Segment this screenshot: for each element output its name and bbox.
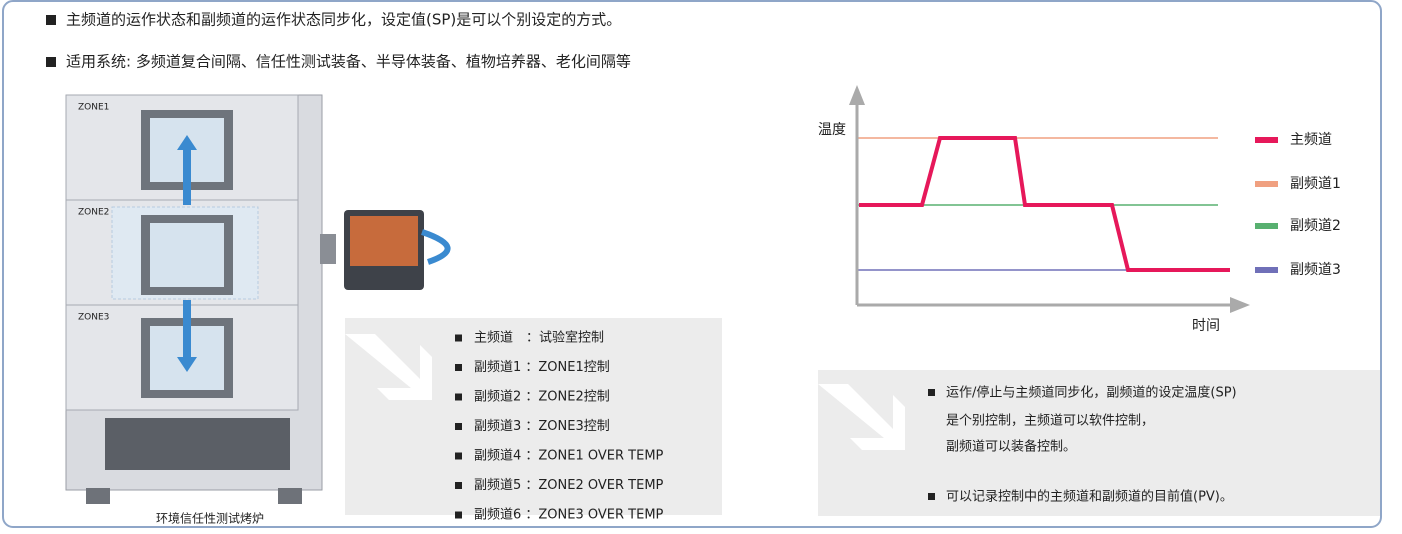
bullet bbox=[46, 57, 56, 67]
bullet bbox=[455, 512, 462, 519]
bullet bbox=[455, 482, 462, 489]
channel-item: 副频道6 ：ZONE3 OVER TEMP bbox=[474, 508, 664, 523]
oven-caption: 环境信任性测试烤炉 bbox=[156, 511, 264, 526]
header-bullet: 主频道的运作状态和副频道的运作状态同步化，设定值(SP)是可以个别设定的方式。 bbox=[66, 11, 621, 29]
bullet bbox=[455, 453, 462, 460]
note: 是个别控制，主频道可以软件控制， bbox=[946, 414, 1154, 429]
bullet bbox=[455, 394, 462, 401]
x-label: 时间 bbox=[1192, 318, 1220, 334]
zone-label: ZONE3 bbox=[78, 313, 109, 323]
channel-item: 副频道4 ：ZONE1 OVER TEMP bbox=[474, 449, 664, 464]
bullet bbox=[928, 389, 935, 396]
legend-entry: 副频道3 bbox=[1290, 262, 1341, 278]
zone-label: ZONE1 bbox=[78, 103, 109, 113]
page: 主频道的运作状态和副频道的运作状态同步化，设定值(SP)是可以个别设定的方式。 … bbox=[0, 0, 1402, 534]
legend-entry: 主频道 bbox=[1290, 132, 1332, 148]
bullet bbox=[455, 335, 462, 342]
header-bullet: 适用系统: 多频道复合间隔、信任性测试装备、半导体装备、植物培养器、老化间隔等 bbox=[66, 53, 631, 71]
note: 可以记录控制中的主频道和副频道的目前值(PV)。 bbox=[946, 489, 1233, 505]
channel-item: 副频道1 ：ZONE1控制 bbox=[474, 360, 610, 375]
note: 运作/停止与主频道同步化，副频道的设定温度(SP) bbox=[946, 385, 1237, 401]
zone-label: ZONE2 bbox=[78, 208, 109, 218]
bullet bbox=[46, 15, 56, 25]
legend-entry: 副频道1 bbox=[1290, 176, 1341, 192]
y-label: 温度 bbox=[818, 122, 846, 138]
legend-entry: 副频道2 bbox=[1290, 218, 1341, 234]
channel-item: 主频道 ：试验室控制 bbox=[474, 330, 604, 346]
channel-item: 副频道3 ：ZONE3控制 bbox=[474, 419, 610, 434]
channel-item: 副频道2 ：ZONE2控制 bbox=[474, 390, 610, 405]
bullet bbox=[928, 493, 935, 500]
channel-item: 副频道5 ：ZONE2 OVER TEMP bbox=[474, 478, 664, 493]
bullet bbox=[455, 364, 462, 371]
note: 副频道可以装备控制。 bbox=[946, 439, 1076, 455]
bullet bbox=[455, 423, 462, 430]
